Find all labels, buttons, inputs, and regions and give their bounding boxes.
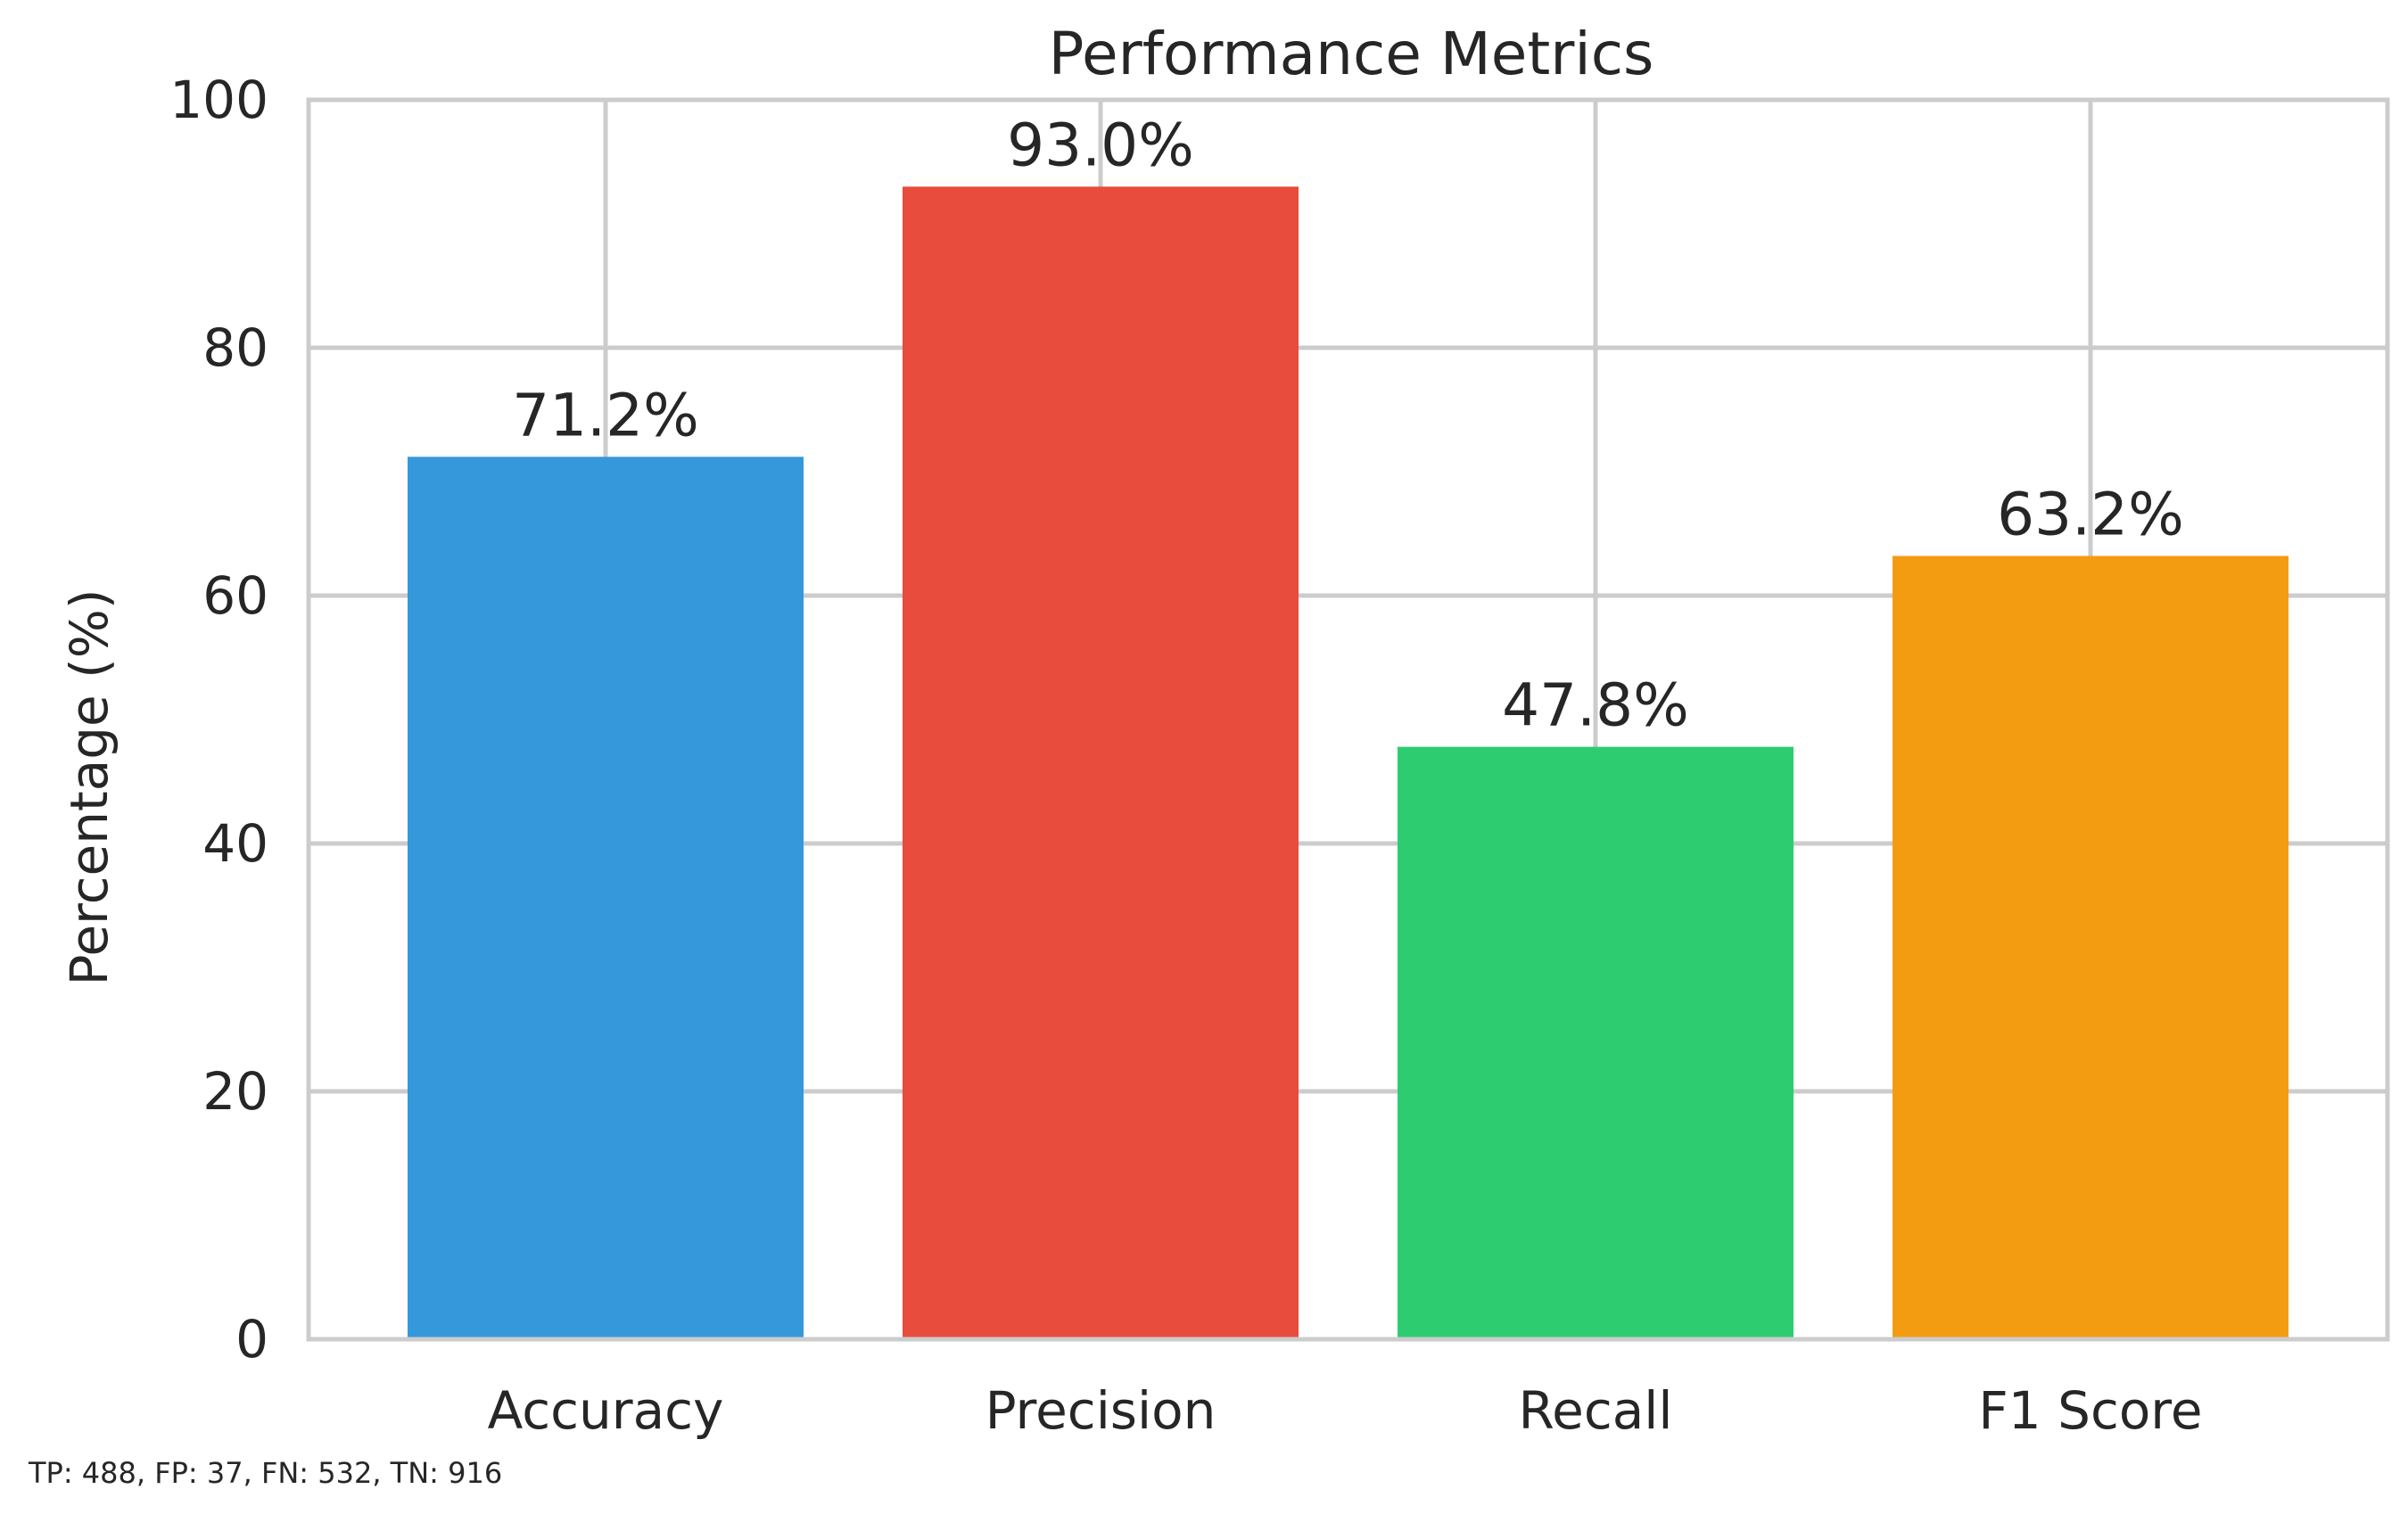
chart-title: Performance Metrics [1049,20,1654,88]
bar-value-labels: 71.2% 93.0% 47.8% 63.2% [512,111,2184,739]
y-tick-label: 20 [202,1061,268,1122]
bar-precision [903,186,1299,1339]
y-tick-label: 60 [202,565,268,626]
x-tick-label: Recall [1518,1380,1672,1441]
y-tick-label: 80 [202,317,268,378]
x-tick-label: Precision [985,1380,1216,1441]
bar-accuracy [408,457,804,1339]
tick-labels: 0 20 40 60 80 100 Accuracy Precision Recall F1 Sc… [169,70,2202,1441]
axes-frame [306,97,2390,1342]
bar-value-label: 71.2% [512,381,699,449]
x-tick-label: F1 Score [1978,1380,2202,1441]
y-tick-label: 40 [202,813,268,874]
bar-f1-score [1893,555,2288,1339]
bar-value-label: 63.2% [1997,481,2184,549]
bar-value-label: 47.8% [1502,671,1689,740]
y-tick-label: 0 [235,1309,268,1370]
bar-value-label: 93.0% [1007,111,1194,179]
y-axis-label: Percentage (%) [59,588,120,985]
bar-recall [1398,746,1794,1339]
x-tick-label: Accuracy [488,1380,724,1441]
bars [408,186,2288,1339]
y-tick-label: 100 [169,70,268,130]
confusion-matrix-footnote: TP: 488, FP: 37, FN: 532, TN: 916 [28,1456,502,1490]
